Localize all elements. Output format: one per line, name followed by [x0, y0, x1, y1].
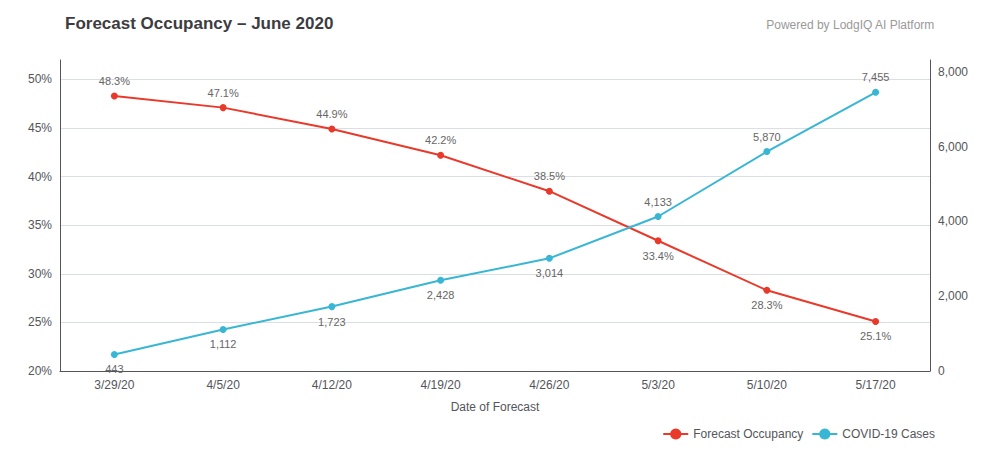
svg-text:2,428: 2,428 — [427, 289, 455, 301]
svg-text:4,000: 4,000 — [938, 214, 968, 228]
svg-text:4/19/20: 4/19/20 — [421, 378, 461, 392]
svg-text:42.2%: 42.2% — [425, 134, 456, 146]
svg-text:47.1%: 47.1% — [208, 87, 239, 99]
svg-text:40%: 40% — [28, 170, 52, 184]
svg-text:3/29/20: 3/29/20 — [94, 378, 134, 392]
svg-text:4/12/20: 4/12/20 — [312, 378, 352, 392]
svg-text:30%: 30% — [28, 267, 52, 281]
svg-text:28.3%: 28.3% — [751, 299, 782, 311]
svg-text:3,014: 3,014 — [536, 267, 564, 279]
svg-text:Forecast Occupancy: Forecast Occupancy — [693, 427, 803, 441]
svg-text:1,723: 1,723 — [318, 316, 346, 328]
svg-text:6,000: 6,000 — [938, 140, 968, 154]
svg-text:4/5/20: 4/5/20 — [206, 378, 240, 392]
svg-text:4,133: 4,133 — [644, 196, 672, 208]
svg-text:35%: 35% — [28, 218, 52, 232]
svg-text:25%: 25% — [28, 315, 52, 329]
svg-text:443: 443 — [105, 363, 123, 375]
svg-text:20%: 20% — [28, 364, 52, 378]
svg-text:8,000: 8,000 — [938, 65, 968, 79]
svg-text:COVID-19 Cases: COVID-19 Cases — [842, 427, 935, 441]
svg-text:2,000: 2,000 — [938, 289, 968, 303]
svg-text:7,455: 7,455 — [862, 71, 890, 83]
svg-text:45%: 45% — [28, 121, 52, 135]
svg-text:5,870: 5,870 — [753, 131, 781, 143]
svg-text:25.1%: 25.1% — [860, 330, 891, 342]
svg-text:1,112: 1,112 — [210, 338, 237, 350]
svg-text:33.4%: 33.4% — [643, 250, 674, 262]
svg-text:5/17/20: 5/17/20 — [856, 378, 896, 392]
svg-text:38.5%: 38.5% — [534, 170, 565, 182]
svg-text:48.3%: 48.3% — [99, 75, 130, 87]
svg-text:Forecast Occupancy – June 2020: Forecast Occupancy – June 2020 — [65, 14, 333, 33]
svg-text:0: 0 — [938, 364, 945, 378]
svg-text:44.9%: 44.9% — [316, 108, 347, 120]
svg-text:50%: 50% — [28, 72, 52, 86]
svg-text:Date of Forecast: Date of Forecast — [451, 400, 540, 414]
svg-text:5/3/20: 5/3/20 — [641, 378, 675, 392]
svg-text:Powered by LodgIQ AI Platform: Powered by LodgIQ AI Platform — [766, 18, 934, 32]
svg-text:5/10/20: 5/10/20 — [747, 378, 787, 392]
svg-text:4/26/20: 4/26/20 — [529, 378, 569, 392]
